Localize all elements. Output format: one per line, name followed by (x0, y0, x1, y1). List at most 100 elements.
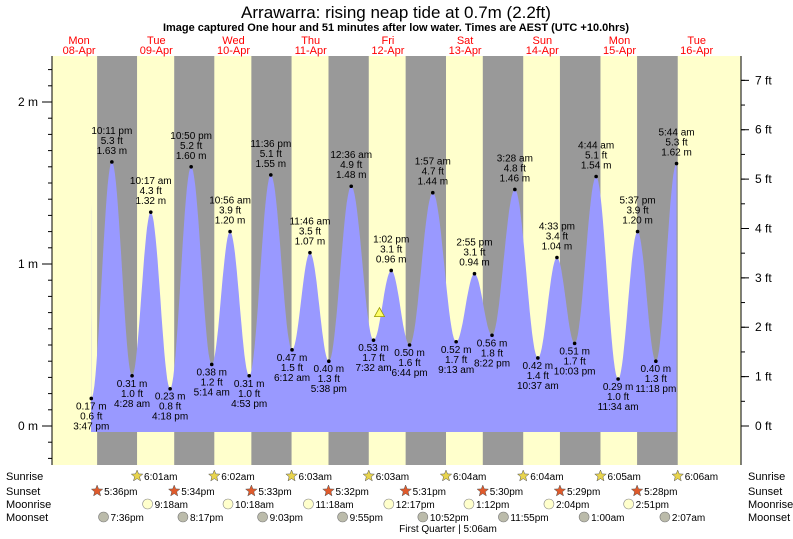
extreme-label: 6:12 am (274, 373, 310, 384)
row-label-sunset: Sunset (6, 486, 40, 498)
moonrise-icon (463, 498, 475, 510)
day-label-dow: Sun (533, 35, 553, 47)
extreme-label: 1.55 m (256, 159, 287, 170)
extreme-label: 1.7 ft (564, 356, 586, 367)
day-label-date: 11-Apr (295, 45, 328, 57)
chart-title: Arrawarra: rising neap tide at 0.7m (2.2… (241, 3, 551, 22)
sunrise-time: 6:01am (144, 472, 177, 483)
extreme-point (635, 229, 640, 234)
extreme-point (454, 339, 458, 344)
sunrise-time: 6:03am (376, 472, 409, 483)
extreme-label: 1:02 pm (373, 234, 409, 245)
extreme-label: 1.04 m (542, 242, 573, 253)
day-label-date: 16-Apr (680, 45, 713, 57)
extreme-label: 4.7 ft (422, 167, 444, 178)
current-level-marker (373, 306, 386, 317)
extreme-label: 1.0 ft (607, 392, 629, 403)
extreme-point (555, 255, 559, 260)
extreme-label: 0.56 m (477, 338, 508, 349)
extreme-label: 1.2 ft (201, 377, 223, 388)
sunrise-icon (439, 469, 453, 482)
extreme-point (110, 160, 114, 164)
extreme-label: 8:22 pm (474, 358, 510, 369)
moonset-time: 9:55pm (350, 513, 383, 524)
sunrise-time: 6:04am (453, 472, 486, 483)
extreme-point (308, 250, 312, 255)
row-label-moonset-right: Moonset (748, 512, 790, 524)
extreme-label: 0.94 m (459, 258, 490, 269)
sunset-time: 5:31pm (413, 487, 446, 498)
extreme-label: 5:44 am (658, 128, 694, 139)
extreme-label: 6:44 pm (391, 368, 427, 379)
extreme-label: 0.52 m (441, 345, 472, 356)
day-label-dow: Tue (147, 35, 166, 47)
extreme-label: 1.3 ft (318, 374, 340, 385)
extreme-label: 0.50 m (394, 348, 425, 359)
extreme-label: 3.4 ft (546, 232, 568, 243)
extreme-label: 3.9 ft (219, 206, 241, 217)
moonset-icon (337, 511, 348, 523)
extreme-label: 0.53 m (358, 343, 389, 354)
moonset-time: 7:36pm (111, 513, 144, 524)
extreme-label: 1.48 m (336, 170, 367, 181)
extreme-point (407, 343, 412, 347)
extreme-point (594, 174, 598, 179)
extreme-label: 11:18 pm (635, 384, 676, 395)
moonset-icon (257, 511, 268, 523)
row-label-sunset-right: Sunset (748, 486, 782, 498)
sunset-icon (553, 484, 567, 497)
moonrise-time: 1:12pm (476, 500, 509, 511)
y-tick-label-ft: 4 ft (755, 221, 772, 235)
y-tick-label-ft: 5 ft (755, 172, 772, 186)
extreme-point (189, 165, 193, 169)
row-label-moonrise-right: Moonrise (748, 499, 793, 511)
extreme-label: 1.32 m (135, 196, 166, 207)
tide-area (91, 161, 677, 432)
extreme-point (209, 362, 214, 367)
extreme-label: 1.63 m (97, 146, 128, 157)
extreme-label: 1.7 ft (445, 355, 467, 366)
extreme-point (228, 229, 232, 234)
extreme-point (327, 359, 331, 364)
extreme-label: 1.20 m (215, 216, 246, 227)
sunrise-icon (207, 469, 221, 482)
sunset-icon (476, 484, 490, 497)
sunrise-icon (594, 469, 607, 482)
extreme-label: 1.6 ft (398, 358, 420, 369)
extreme-point (148, 210, 153, 214)
row-label-sunrise: Sunrise (6, 471, 43, 483)
extreme-label: 0.40 m (641, 364, 672, 375)
extreme-point (572, 341, 577, 346)
extreme-label: 5.3 ft (101, 136, 123, 147)
extreme-point (490, 333, 494, 338)
extreme-label: 10:56 am (209, 196, 251, 207)
sunset-time: 5:34pm (181, 487, 214, 498)
y-tick-label-ft: 3 ft (755, 271, 772, 285)
moonrise-icon (303, 498, 314, 510)
extreme-label: 4.3 ft (140, 186, 162, 197)
moonrise-time: 12:17pm (396, 500, 435, 511)
extreme-label: 9:13 am (438, 365, 474, 376)
extreme-label: 1:57 am (415, 157, 451, 168)
sunset-icon (399, 484, 413, 497)
y-tick-label-ft: 7 ft (755, 73, 772, 87)
extreme-point (247, 373, 252, 378)
moonrise-time: 11:18am (315, 500, 353, 511)
extreme-label: 5:37 pm (619, 196, 655, 207)
moonrise-icon (222, 498, 234, 510)
row-label-moonrise: Moonrise (6, 499, 51, 511)
moonrise-time: 2:04pm (556, 500, 589, 511)
sunrise-icon (285, 469, 298, 482)
sunrise-icon (362, 469, 376, 482)
day-label-date: 14-Apr (526, 45, 559, 57)
axes: 0 m 1 m 2 m 0 ft 1 ft 2 ft 3 ft 4 ft 5 ft 6 ft 7 f… (18, 56, 772, 465)
extreme-label: 5:38 pm (311, 384, 347, 395)
y-tick-label-m: 2 m (18, 95, 38, 109)
day-label-dow: Wed (222, 35, 244, 47)
extreme-label: 4.8 ft (504, 163, 526, 174)
day-label-dow: Mon (68, 35, 89, 47)
extreme-label: 3:47 pm (73, 421, 109, 432)
extreme-label: 0.38 m (196, 367, 227, 378)
